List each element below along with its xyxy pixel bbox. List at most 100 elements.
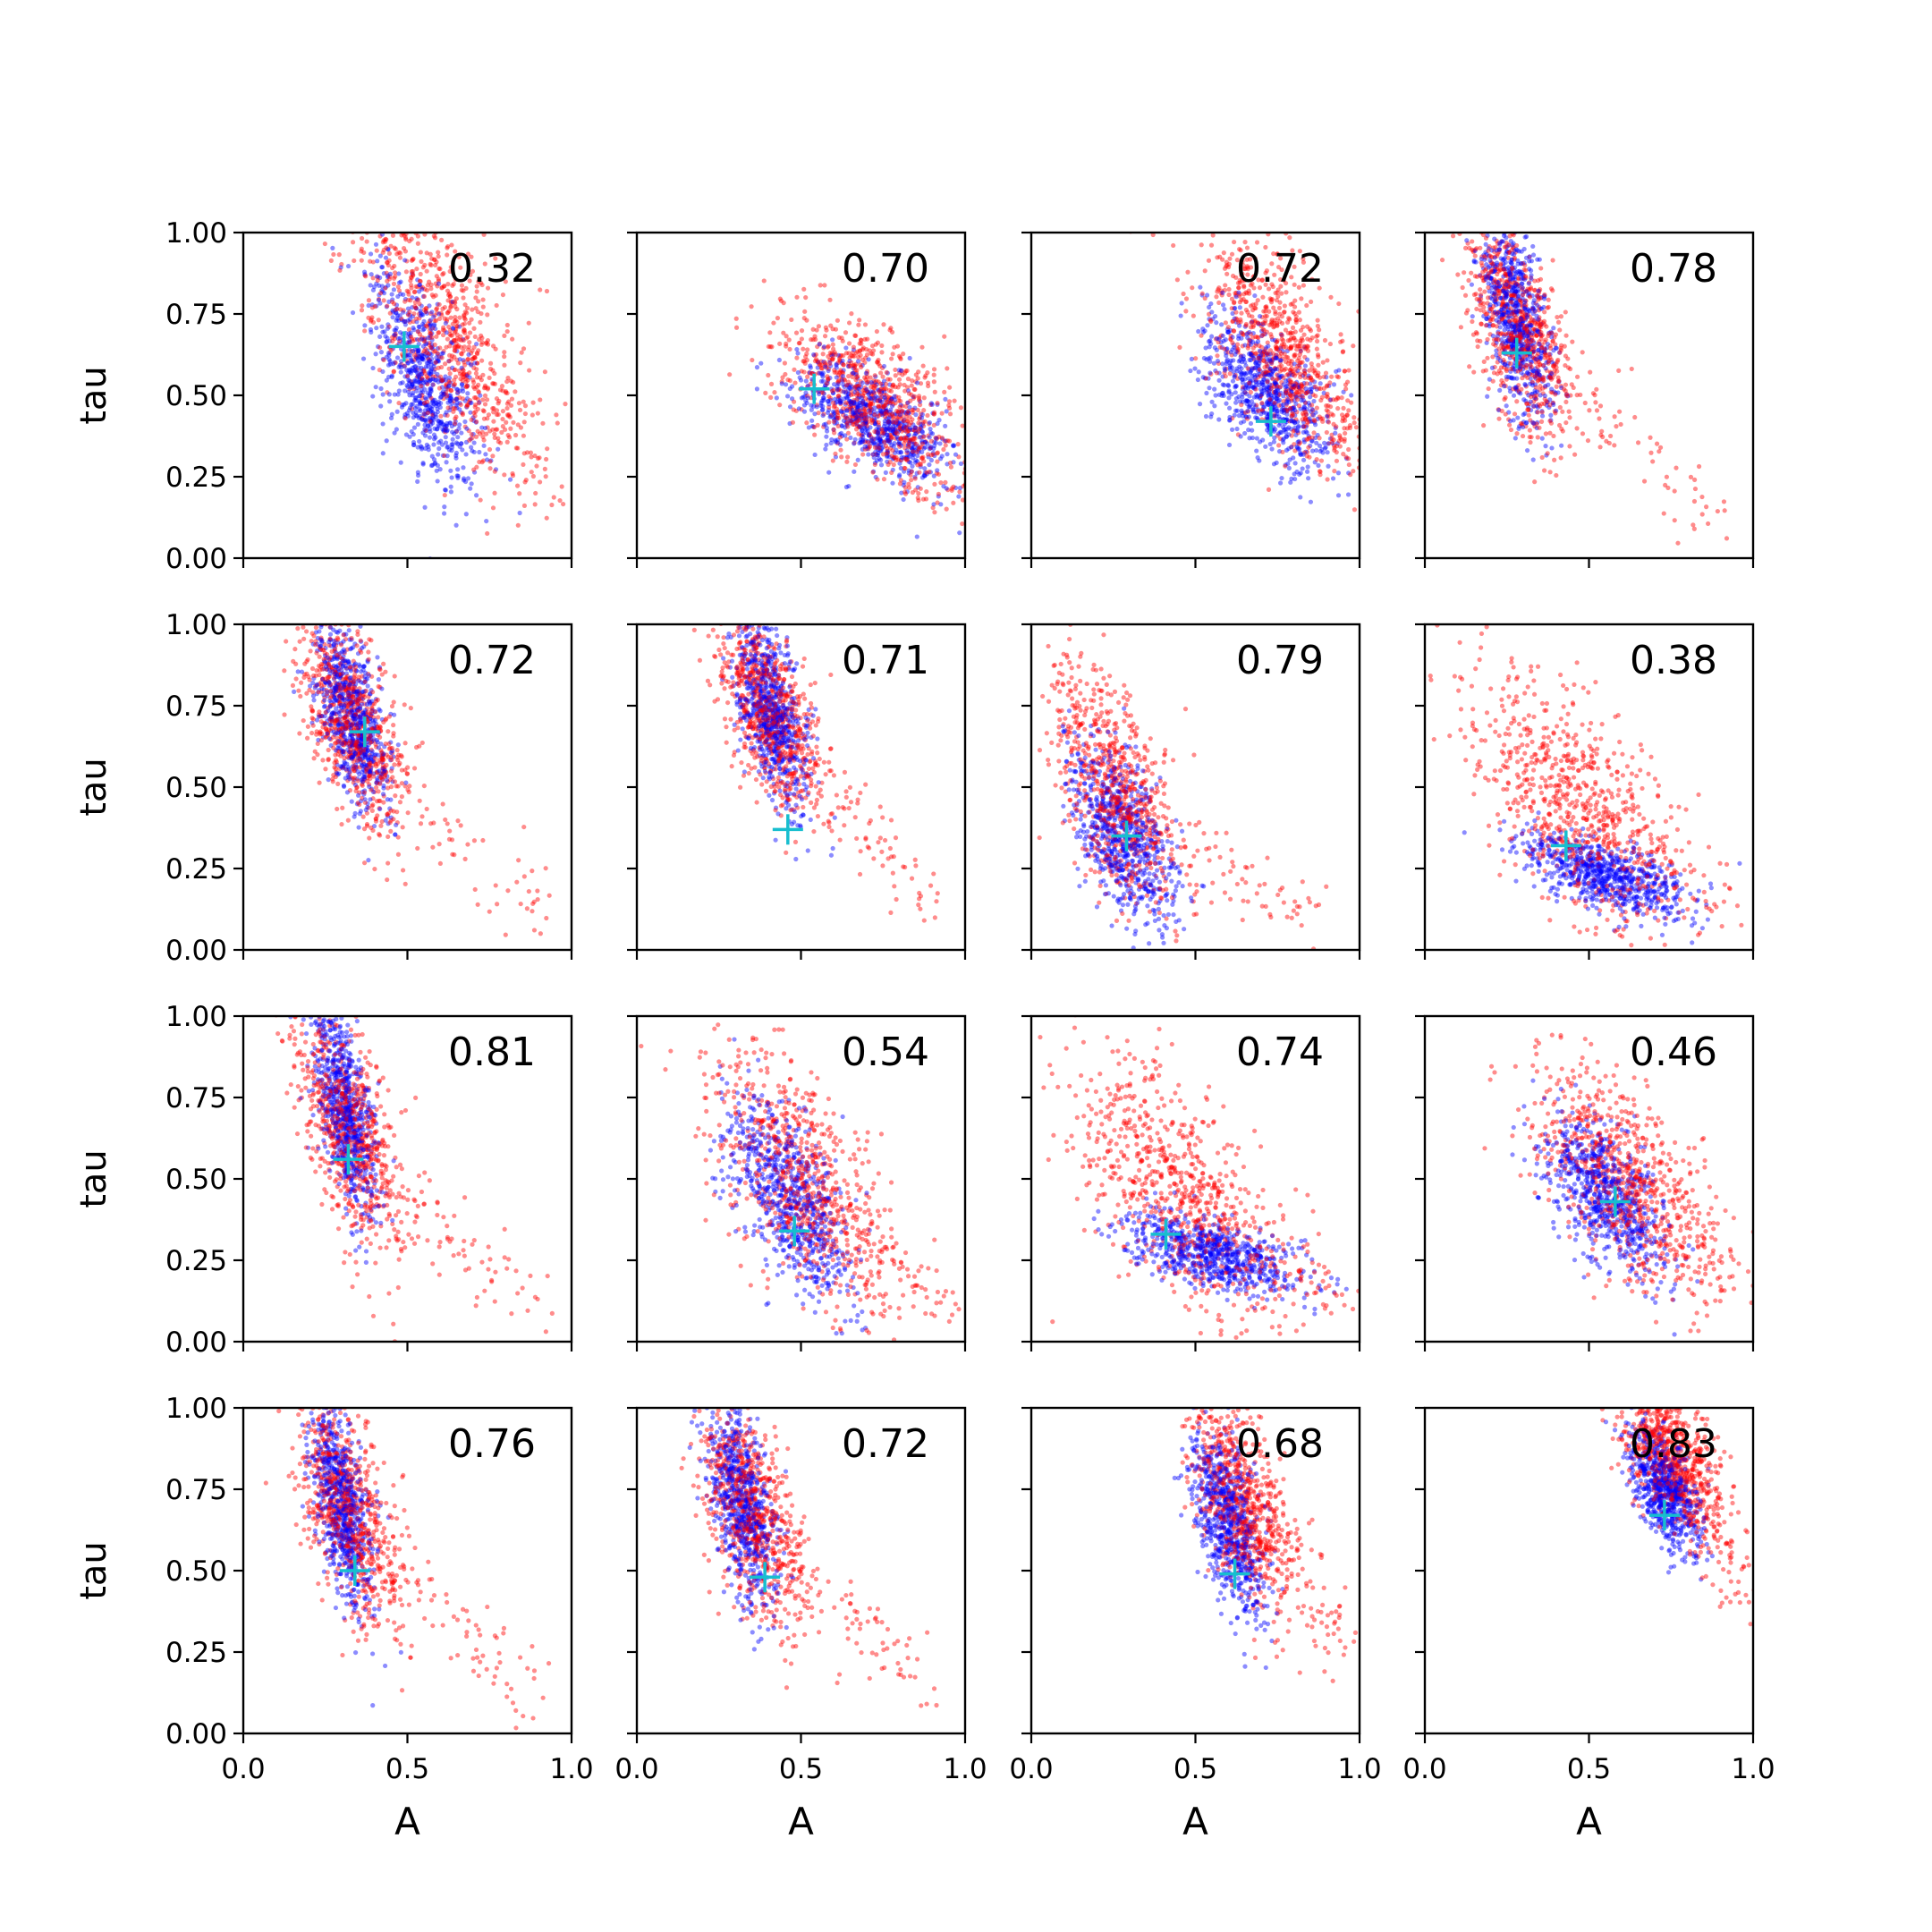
data-point-blue	[1322, 440, 1327, 445]
data-point-red	[1242, 240, 1248, 245]
data-point-blue	[436, 376, 442, 381]
data-point-blue	[386, 392, 392, 397]
data-point-red	[1248, 283, 1254, 288]
data-point-red	[869, 434, 874, 440]
data-point-blue	[802, 394, 808, 399]
data-point-blue	[867, 432, 872, 437]
data-point-blue	[898, 427, 903, 432]
data-point-red	[1346, 462, 1352, 468]
data-point-red	[850, 421, 856, 427]
data-point-red	[377, 368, 382, 373]
data-point-red	[1263, 318, 1268, 324]
data-point-red	[847, 414, 853, 419]
data-point-blue	[377, 301, 383, 306]
data-point-red	[1495, 266, 1500, 272]
data-point-red	[849, 360, 854, 365]
data-point-blue	[896, 450, 902, 455]
data-point-red	[1326, 403, 1331, 409]
data-point-blue	[1219, 393, 1224, 398]
data-point-blue	[1309, 409, 1314, 414]
data-point-blue	[1287, 407, 1293, 412]
data-point-blue	[1249, 384, 1254, 389]
data-point-red	[331, 195, 335, 199]
data-point-red	[1277, 353, 1283, 359]
data-point-blue	[408, 370, 413, 376]
data-point-red	[1302, 416, 1309, 421]
data-point-blue	[851, 366, 856, 371]
data-point-red	[1537, 288, 1542, 293]
data-point-red	[1276, 391, 1282, 397]
data-point-blue	[1278, 390, 1284, 395]
data-point-red	[1570, 339, 1575, 344]
data-point-blue	[863, 412, 869, 418]
data-point-blue	[1538, 357, 1543, 362]
data-point-red	[393, 331, 398, 336]
data-point-red	[434, 334, 439, 339]
data-point-red	[793, 330, 800, 335]
data-point-blue	[1238, 434, 1243, 439]
data-point-blue	[398, 279, 403, 284]
data-point-red	[1270, 284, 1275, 290]
data-point-red	[428, 345, 434, 351]
data-point-red	[1293, 370, 1299, 376]
data-point-blue	[405, 334, 411, 340]
data-point-red	[453, 328, 458, 334]
data-point-red	[1222, 370, 1227, 376]
data-point-blue	[410, 381, 415, 386]
data-point-red	[1232, 239, 1237, 245]
data-point-red	[843, 406, 850, 411]
data-point-red	[925, 380, 931, 386]
data-point-red	[781, 330, 786, 335]
data-point-blue	[882, 408, 888, 414]
data-point-blue	[857, 394, 862, 400]
data-point-blue	[451, 326, 456, 331]
data-point-red	[530, 473, 536, 479]
data-point-red	[454, 396, 460, 402]
data-point-blue	[1213, 393, 1218, 398]
data-point-red	[904, 450, 910, 455]
data-point-red	[1335, 374, 1340, 379]
data-point-red	[865, 336, 870, 342]
data-point-blue	[824, 425, 829, 431]
data-point-blue	[881, 423, 887, 429]
data-point-blue	[1521, 367, 1526, 372]
data-point-red	[1287, 346, 1292, 352]
data-point-red	[847, 406, 853, 412]
data-point-red	[509, 396, 515, 402]
data-point-red	[866, 440, 871, 445]
data-point-blue	[405, 310, 411, 317]
data-point-blue	[796, 406, 802, 411]
data-point-red	[473, 409, 479, 415]
data-point-blue	[852, 399, 857, 404]
data-point-blue	[1290, 409, 1296, 414]
data-point-red	[411, 272, 416, 277]
data-point-red	[1315, 333, 1320, 338]
data-point-blue	[1253, 383, 1258, 388]
data-point-blue	[481, 443, 487, 448]
data-point-blue	[848, 386, 853, 391]
data-point-red	[424, 399, 430, 404]
data-point-blue	[912, 405, 918, 411]
data-point-blue	[1319, 446, 1325, 453]
data-point-blue	[449, 339, 454, 345]
data-point-red	[407, 386, 412, 392]
data-point-blue	[1241, 370, 1247, 376]
data-point-blue	[905, 388, 911, 394]
data-point-blue	[834, 399, 840, 405]
data-point-blue	[1306, 373, 1311, 378]
data-point-blue	[1341, 389, 1346, 394]
data-point-red	[925, 412, 930, 419]
data-point-blue	[411, 415, 416, 420]
data-point-blue	[891, 420, 896, 426]
data-point-red	[1473, 330, 1479, 335]
data-point-red	[436, 330, 441, 335]
data-point-red	[339, 261, 344, 267]
data-point-blue	[877, 436, 882, 442]
data-point-blue	[435, 462, 440, 468]
data-point-blue	[855, 395, 860, 402]
data-point-red	[428, 282, 434, 287]
data-point-red	[441, 348, 446, 354]
data-point-blue	[889, 443, 894, 448]
data-point-red	[766, 372, 771, 378]
data-point-blue	[912, 425, 919, 430]
